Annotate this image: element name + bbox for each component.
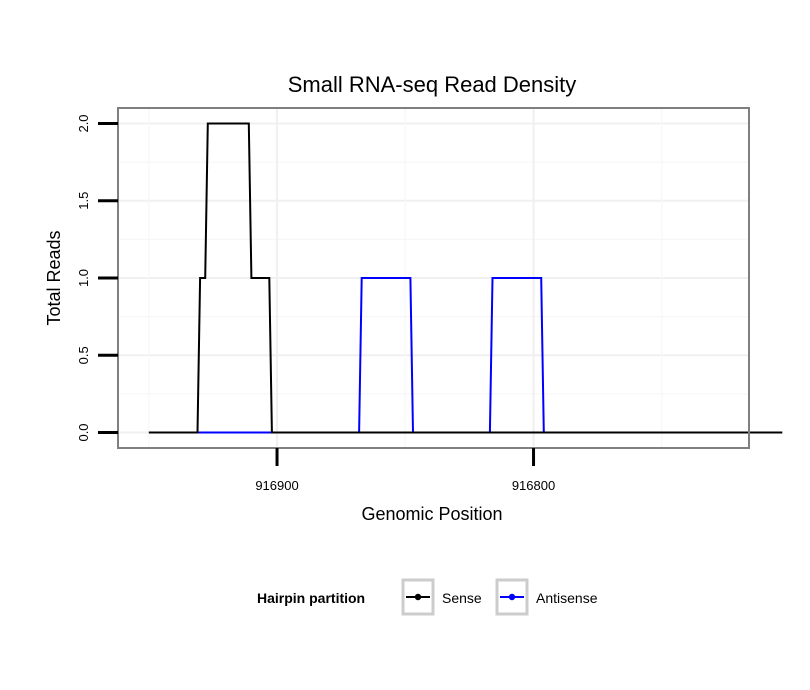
series-line-sense (148, 122, 783, 434)
series-layer (148, 122, 783, 434)
legend-title: Hairpin partition (257, 590, 365, 606)
y-tick-label: 1.0 (76, 269, 91, 287)
chart-title: Small RNA-seq Read Density (288, 72, 577, 97)
y-tick-label: 0.0 (76, 423, 91, 441)
legend-point-antisense (508, 593, 516, 601)
legend: Hairpin partition Sense Antisense (257, 578, 598, 616)
y-tick-label: 0.5 (76, 346, 91, 364)
y-axis-title: Total Reads (44, 230, 64, 325)
y-tick-label: 2.0 (76, 114, 91, 132)
x-tick-label: 916800 (512, 478, 555, 493)
y-axis: 0.0 0.5 1.0 1.5 2.0 (76, 114, 118, 442)
legend-label-antisense: Antisense (536, 590, 598, 606)
legend-point-sense (414, 593, 422, 601)
legend-entry-antisense: Antisense (495, 578, 598, 616)
x-axis-title: Genomic Position (361, 504, 502, 524)
y-tick-label: 1.5 (76, 192, 91, 210)
x-axis: 916900 916800 (255, 448, 555, 493)
legend-label-sense: Sense (442, 590, 482, 606)
legend-entry-sense: Sense (401, 578, 482, 616)
grid (118, 108, 749, 448)
x-tick-label: 916900 (255, 478, 298, 493)
